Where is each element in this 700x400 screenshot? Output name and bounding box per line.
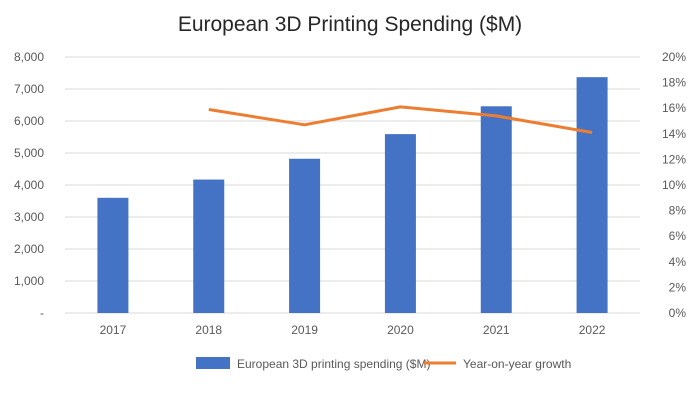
- y-left-tick-label: 6,000: [14, 114, 44, 128]
- y-left-tick-labels: - 1,000 2,000 3,000 4,000 5,000 6,000 7,000 8,00…: [14, 50, 44, 320]
- y-left-tick-label: 7,000: [14, 82, 44, 96]
- y-right-tick-label: 2%: [669, 280, 687, 294]
- y-right-tick-label: 0%: [669, 306, 687, 320]
- y-right-tick-label: 12%: [662, 152, 686, 166]
- line-series: [208, 105, 593, 134]
- y-right-tick-label: 14%: [662, 127, 686, 141]
- y-left-tick-label: -: [40, 306, 44, 320]
- y-left-tick-label: 8,000: [14, 50, 44, 64]
- y-right-tick-labels: 0% 2% 4% 6% 8% 10% 12% 14% 16% 18% 20%: [662, 50, 686, 320]
- legend: European 3D printing spending ($M) Year-…: [196, 357, 571, 371]
- gridlines: [65, 56, 640, 314]
- y-right-tick-label: 8%: [669, 204, 687, 218]
- y-right-tick-label: 6%: [669, 229, 687, 243]
- y-left-tick-label: 2,000: [14, 242, 44, 256]
- bar-series: [97, 77, 608, 313]
- x-tick-label: 2020: [387, 323, 414, 337]
- bar-2018: [193, 179, 225, 313]
- x-tick-label: 2017: [100, 323, 127, 337]
- bar-2019: [289, 158, 321, 313]
- bar-2021: [480, 106, 512, 313]
- y-right-tick-label: 18%: [662, 76, 686, 90]
- y-right-tick-label: 10%: [662, 178, 686, 192]
- legend-label-line: Year-on-year growth: [463, 357, 571, 371]
- y-left-tick-label: 3,000: [14, 210, 44, 224]
- growth-line: [208, 105, 593, 134]
- legend-swatch-bar: [196, 357, 230, 369]
- bar-2022: [576, 77, 608, 313]
- x-tick-label: 2021: [483, 323, 510, 337]
- y-right-tick-label: 20%: [662, 50, 686, 64]
- x-tick-label: 2019: [291, 323, 318, 337]
- y-left-tick-label: 4,000: [14, 178, 44, 192]
- y-left-tick-label: 1,000: [14, 274, 44, 288]
- y-right-tick-label: 16%: [662, 101, 686, 115]
- x-tick-label: 2018: [195, 323, 222, 337]
- bar-2020: [384, 134, 416, 313]
- y-right-tick-label: 4%: [669, 255, 687, 269]
- x-tick-label: 2022: [579, 323, 606, 337]
- bar-2017: [97, 197, 129, 313]
- chart-title: European 3D Printing Spending ($M): [178, 13, 522, 36]
- y-left-tick-label: 5,000: [14, 146, 44, 160]
- x-tick-labels: 2017 2018 2019 2020 2021 2022: [100, 323, 606, 337]
- legend-label-bar: European 3D printing spending ($M): [237, 357, 430, 371]
